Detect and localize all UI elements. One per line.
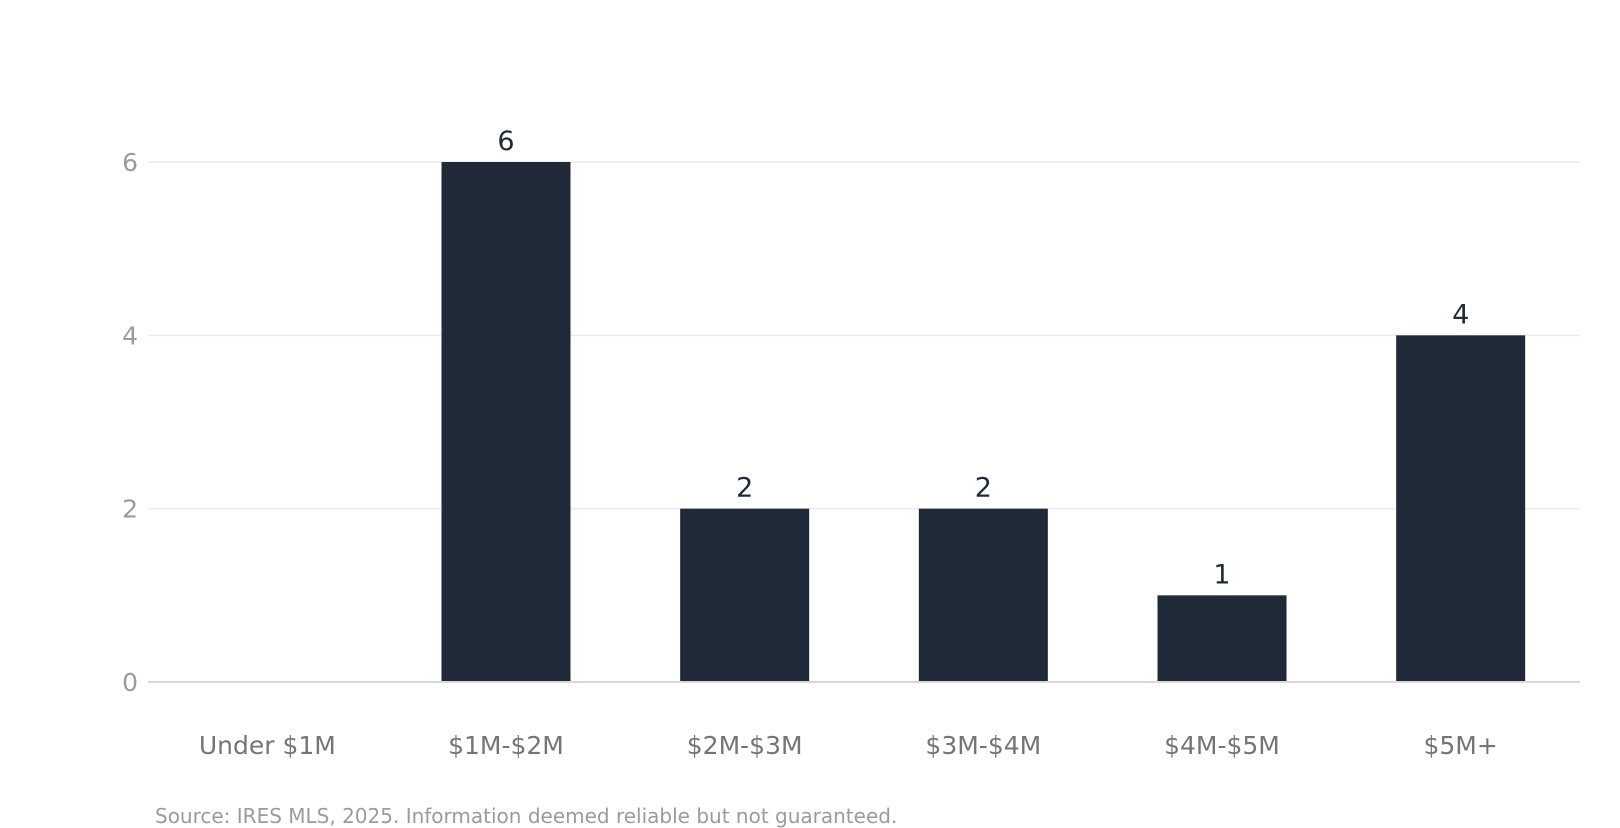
bar-2m-3m: [680, 508, 810, 682]
y-tick-label-2: 2: [122, 495, 138, 524]
x-category-label-under-1m: Under $1M: [199, 731, 336, 760]
grid-lines: [148, 161, 1580, 510]
bar-value-labels: 6 2 2 1 4: [497, 126, 1469, 590]
bar-value-label-5m: 4: [1452, 299, 1469, 330]
bars: [441, 162, 1526, 682]
bar-5m: [1396, 335, 1526, 682]
y-tick-label-6: 6: [122, 148, 138, 177]
bar-value-label-3m-4m: 2: [975, 473, 992, 504]
y-tick-label-0: 0: [122, 668, 138, 697]
x-category-label-5m: $5M+: [1423, 731, 1497, 760]
x-category-label-2m-3m: $2M-$3M: [687, 731, 803, 760]
bar-value-label-4m-5m: 1: [1213, 559, 1230, 590]
y-axis-tick-labels: 0 2 4 6: [122, 148, 138, 697]
y-tick-label-4: 4: [122, 321, 138, 350]
bar-1m-2m: [441, 162, 571, 682]
x-category-label-4m-5m: $4M-$5M: [1164, 731, 1280, 760]
source-note: Source: IRES MLS, 2025. Information deem…: [155, 804, 898, 828]
x-category-label-3m-4m: $3M-$4M: [925, 731, 1041, 760]
bar-4m-5m: [1157, 595, 1287, 682]
bar-value-label-1m-2m: 6: [497, 126, 514, 157]
bar-3m-4m: [918, 508, 1048, 682]
x-category-label-1m-2m: $1M-$2M: [448, 731, 564, 760]
bar-value-label-2m-3m: 2: [736, 473, 753, 504]
x-axis-category-labels: Under $1M $1M-$2M $2M-$3M $3M-$4M $4M-$5M $5M…: [199, 731, 1498, 760]
